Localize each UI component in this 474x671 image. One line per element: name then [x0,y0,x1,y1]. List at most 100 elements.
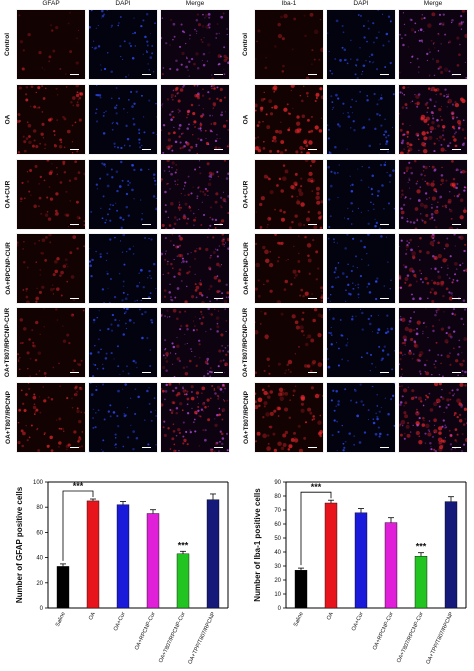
row-label-text: Control [242,32,250,57]
marker-micrograph [254,9,324,80]
y-tick-label: 50 [274,536,281,542]
marker-micrograph [16,382,86,453]
row-label: OA+CUR [240,159,252,230]
scale-bar [214,223,223,225]
merge-micrograph [160,233,230,304]
row-label: OA+T807/RPCNP-CUR [2,307,14,378]
merge-micrograph [398,9,468,80]
marker-micrograph [16,84,86,155]
column-header-gfap: GFAP [42,0,60,7]
row-label-text: OA+RPCNP-CUR [4,242,12,295]
scale-bar [452,223,461,225]
scale-bar [142,446,151,448]
scale-bar [452,73,461,75]
scale-bar [214,446,223,448]
bar [206,499,220,609]
y-tick-label: 40 [274,550,281,556]
marker-micrograph [254,307,324,378]
y-tick-label: 100 [33,480,44,486]
column-header-iba1: Iba-1 [281,0,297,7]
row-label: OA+RPCNP-CUR [2,233,14,304]
scale-bar [70,148,79,150]
row-label: OA+T807/RPCNP-CUR [240,307,252,378]
scale-bar [308,371,317,373]
bar [146,513,160,609]
dapi-micrograph [88,233,158,304]
scale-bar [70,73,79,75]
scale-bar [70,297,79,299]
y-tick-label: 0 [40,606,44,612]
y-tick-label: 70 [274,508,281,514]
row-label-text: OA+CUR [242,180,250,209]
scale-bar [142,371,151,373]
dapi-micrograph [326,159,396,230]
row-label: OA+CUR [2,159,14,230]
y-axis-label: Number of GFAP positive cells [15,486,24,603]
bar [116,504,130,609]
scale-bar [452,371,461,373]
marker-micrograph [254,159,324,230]
scale-bar [214,371,223,373]
category-label: OA+T807/RPCNP-Cur [396,611,425,664]
scale-bar [308,446,317,448]
gfap-chart-svg: 0 20 40 60 80 100 Number of GFAP positive cell… [15,480,229,665]
gfap-micrograph-panel: GFAP DAPI Merge Control OA OA+CUR OA+RPCNP-… [2,0,234,460]
y-tick-label: 0 [278,606,282,612]
scale-bar [142,148,151,150]
merge-micrograph [398,159,468,230]
scale-bar [142,297,151,299]
row-label-text: OA+T807/RPCNP [242,391,250,444]
merge-micrograph [160,382,230,453]
scale-bar [452,148,461,150]
category-label: OA+TPP/T807/RPCNP [425,611,455,665]
y-tick-label: 90 [274,480,281,486]
bar [444,501,458,609]
bar [86,500,100,609]
category-label: OA+Cur [351,611,365,632]
y-tick-label: 60 [36,530,43,536]
gfap-bar-chart: 0 20 40 60 80 100 Number of GFAP positive cell… [2,476,234,671]
merge-micrograph [160,159,230,230]
scale-bar [214,73,223,75]
scale-bar [380,148,389,150]
dapi-micrograph [326,233,396,304]
y-tick-label: 10 [274,592,281,598]
column-header-dapi: DAPI [353,0,369,7]
scale-bar [214,148,223,150]
merge-micrograph [160,307,230,378]
bar [324,502,338,609]
row-label: OA [240,84,252,155]
row-label-text: OA+T807/RPCNP-CUR [242,307,250,378]
category-label: OA [326,611,335,621]
merge-micrograph [398,382,468,453]
dapi-micrograph [88,84,158,155]
merge-micrograph [398,233,468,304]
bar [176,553,190,609]
row-label: Control [2,9,14,80]
row-label-text: OA+T807/RPCNP-CUR [4,307,12,378]
merge-micrograph [160,9,230,80]
scale-bar [214,297,223,299]
significance-label: *** [73,481,84,491]
scale-bar [380,223,389,225]
row-label: OA [2,84,14,155]
significance-label: *** [416,542,427,552]
marker-micrograph [254,382,324,453]
scale-bar [308,148,317,150]
category-label: OA+RPCNP-Cur [372,611,395,651]
column-header-merge: Merge [185,0,205,7]
row-label-text: OA [242,114,250,125]
merge-micrograph [160,84,230,155]
scale-bar [380,446,389,448]
bar [414,555,428,609]
y-tick-label: 80 [36,505,43,511]
dapi-micrograph [326,9,396,80]
dapi-micrograph [88,9,158,80]
iba1-bar-chart: 0 10 20 30 40 50 60 70 80 90 Number of Iba-1 posit… [240,476,472,671]
dapi-micrograph [88,307,158,378]
y-axis-label: Number of Iba-1 positive cells [253,488,262,602]
dapi-micrograph [88,382,158,453]
row-label-text: OA+RPCNP-CUR [242,242,250,295]
marker-micrograph [254,84,324,155]
y-tick-label: 30 [274,564,281,570]
